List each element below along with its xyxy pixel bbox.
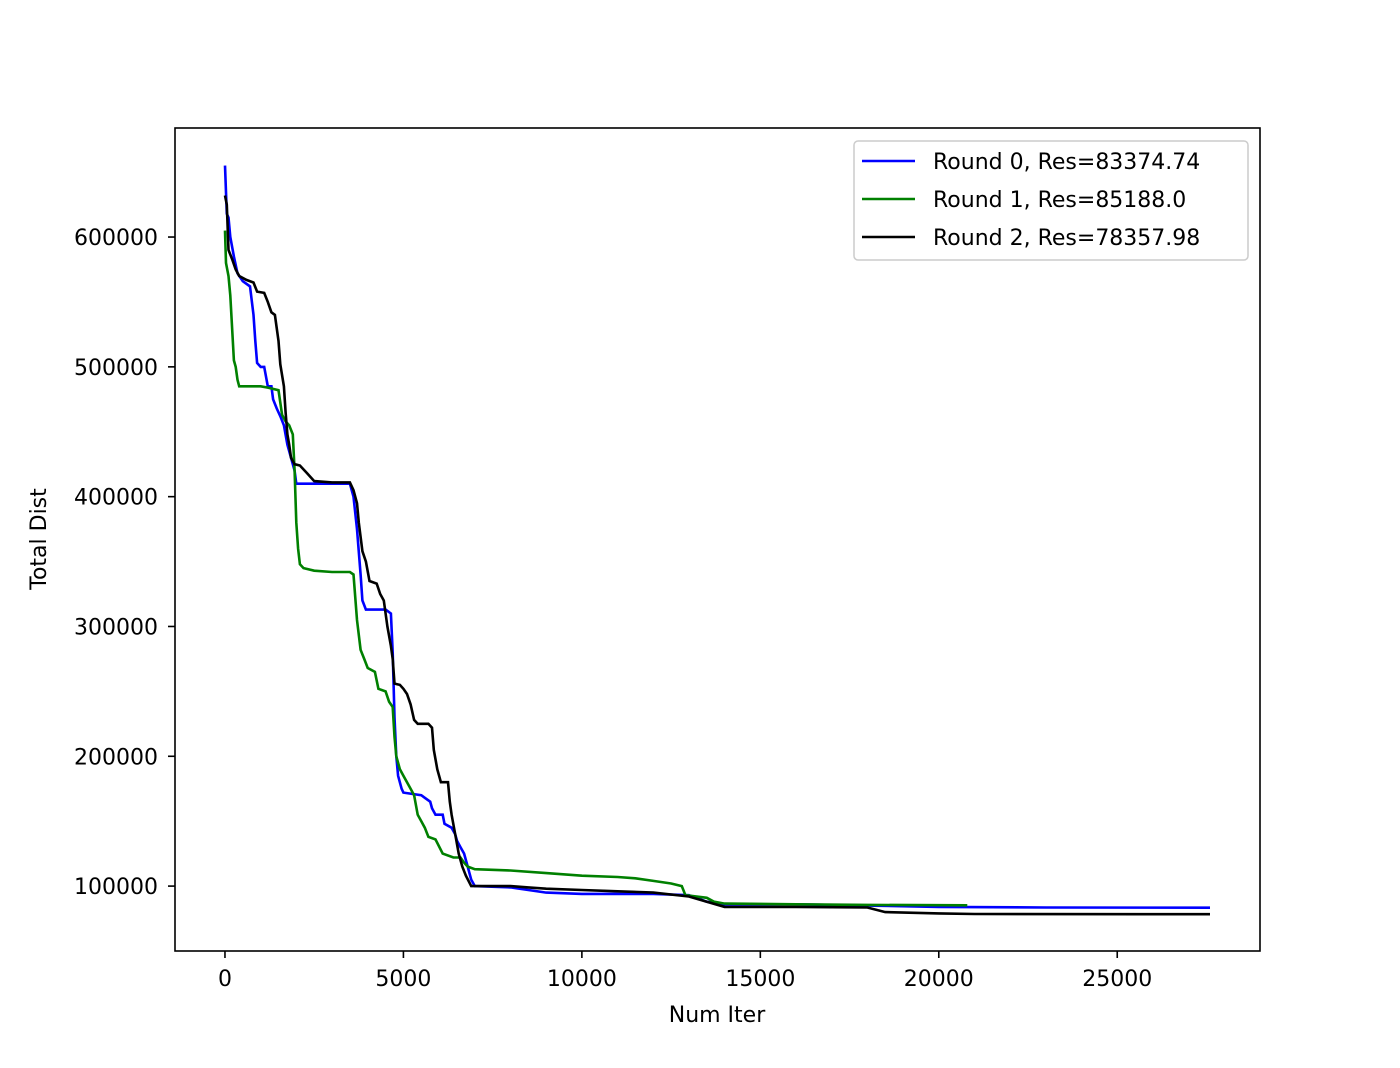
series-line-round-0 (223, 165, 1211, 909)
x-tick-label: 5000 (375, 967, 431, 992)
x-tick-label: 0 (218, 967, 232, 992)
legend: Round 0, Res=83374.74 Round 1, Res=85188.… (853, 140, 1249, 261)
y-tick-label: 300000 (74, 615, 158, 640)
y-tick-label: 500000 (74, 356, 158, 381)
x-tick-label: 10000 (547, 967, 617, 992)
x-axis-ticks: 0 5000 10000 15000 20000 25000 (218, 951, 1152, 992)
legend-box (853, 140, 1249, 261)
y-tick-label: 600000 (74, 226, 158, 251)
y-axis-ticks: 100000 200000 300000 400000 500000 600000 (74, 226, 175, 900)
legend-label-round-2: Round 2, Res=78357.98 (933, 226, 1200, 251)
x-tick-label: 20000 (904, 967, 974, 992)
y-tick-label: 200000 (74, 745, 158, 770)
series-layer (223, 165, 1211, 916)
x-tick-label: 25000 (1082, 967, 1152, 992)
y-tick-label: 400000 (74, 486, 158, 511)
series-line-round-1 (223, 230, 968, 907)
x-axis-label: Num Iter (669, 1003, 766, 1028)
plot-frame (174, 127, 1261, 952)
legend-label-round-0: Round 0, Res=83374.74 (933, 150, 1200, 175)
legend-label-round-1: Round 1, Res=85188.0 (933, 188, 1186, 213)
series-line-round-2 (223, 195, 1211, 916)
x-tick-label: 15000 (725, 967, 795, 992)
y-axis-label: Total Dist (27, 488, 52, 591)
y-tick-label: 100000 (74, 875, 158, 900)
